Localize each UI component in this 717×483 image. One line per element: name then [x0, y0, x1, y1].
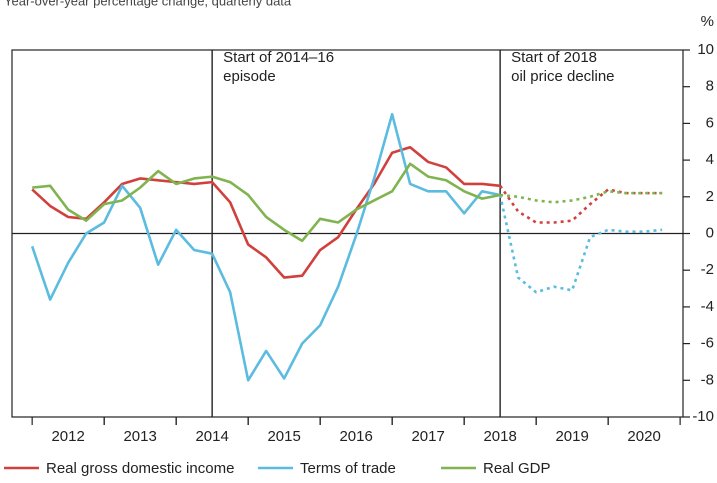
y-tick-label: 10 [697, 41, 714, 58]
y-tick-label: -4 [701, 298, 714, 315]
legend-label: Terms of trade [300, 460, 396, 477]
annotation-text: oil price decline [511, 68, 614, 85]
y-tick-label: -8 [701, 371, 714, 388]
y-tick-label: -2 [701, 261, 714, 278]
series-projection [499, 189, 663, 204]
x-tick-label: 2017 [411, 428, 444, 445]
x-tick-label: 2012 [51, 428, 84, 445]
y-tick-label: 6 [706, 114, 714, 131]
annotation-text: episode [223, 68, 276, 85]
y-unit: % [701, 13, 714, 30]
chart-subtitle: Year-over-year percentage change, quarte… [4, 0, 292, 8]
series-projection [498, 194, 663, 294]
x-tick-label: 2013 [123, 428, 156, 445]
y-tick-label: -6 [701, 335, 714, 352]
y-tick-label: -10 [692, 408, 714, 425]
series-projection [499, 185, 663, 224]
series-line [30, 112, 501, 382]
series-line [31, 145, 501, 279]
y-tick-label: 8 [706, 78, 714, 95]
x-tick-label: 2019 [555, 428, 588, 445]
x-tick-label: 2016 [339, 428, 372, 445]
y-tick-label: 2 [706, 188, 714, 205]
x-tick-label: 2018 [483, 428, 516, 445]
annotation-text: Start of 2018 [511, 49, 597, 66]
legend-label: Real gross domestic income [46, 460, 234, 477]
annotation-text: Start of 2014–16 [223, 49, 334, 66]
x-tick-label: 2015 [267, 428, 300, 445]
y-tick-label: 0 [706, 224, 714, 241]
x-tick-label: 2020 [627, 428, 660, 445]
y-tick-label: 4 [706, 151, 714, 168]
legend-label: Real GDP [483, 460, 551, 477]
series-line [32, 162, 501, 243]
x-tick-label: 2014 [195, 428, 228, 445]
